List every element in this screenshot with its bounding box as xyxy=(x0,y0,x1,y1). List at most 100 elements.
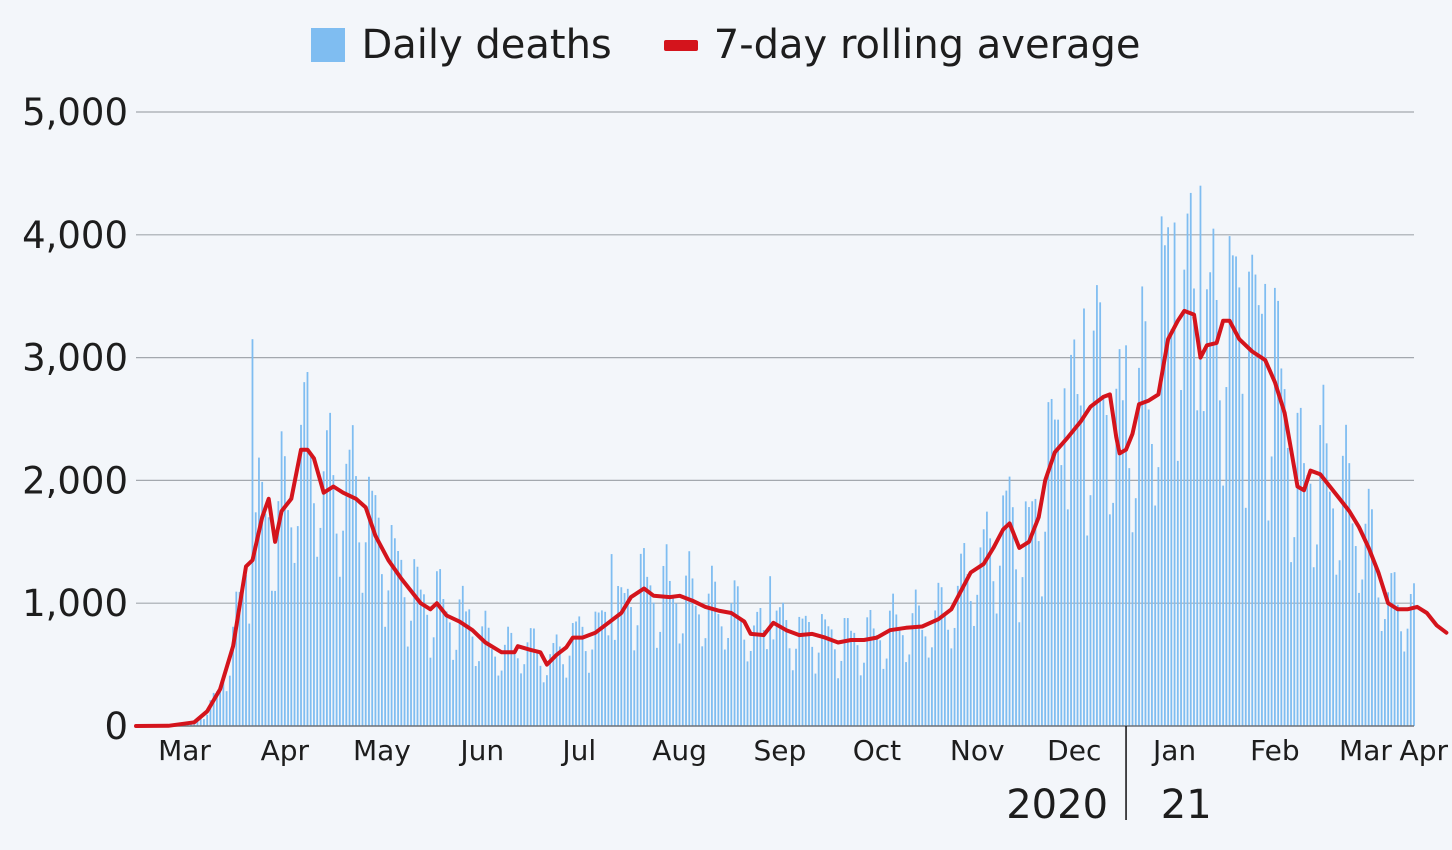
daily-death-bar xyxy=(1144,321,1147,726)
daily-death-bar xyxy=(348,449,351,726)
x-tick-label: Sep xyxy=(753,734,806,767)
daily-death-bar xyxy=(707,593,710,726)
daily-death-bar xyxy=(384,626,387,726)
daily-death-bar xyxy=(322,471,325,726)
daily-death-bar xyxy=(1383,619,1386,726)
daily-death-bar xyxy=(1238,287,1241,726)
daily-death-bar xyxy=(500,670,503,726)
daily-death-bar xyxy=(461,585,464,726)
daily-death-bar xyxy=(668,580,671,726)
daily-death-bar xyxy=(1328,491,1331,726)
daily-death-bar xyxy=(468,609,471,726)
daily-death-bar xyxy=(908,654,911,726)
daily-death-bar xyxy=(313,503,315,726)
daily-death-bar xyxy=(364,542,367,726)
daily-death-bar xyxy=(740,619,742,726)
daily-death-bar xyxy=(1131,532,1134,726)
daily-death-bar xyxy=(1180,390,1182,726)
legend-item-daily-deaths[interactable]: Daily deaths xyxy=(311,22,612,68)
daily-death-bar xyxy=(1125,345,1127,726)
daily-death-bar xyxy=(591,649,594,726)
daily-death-bar xyxy=(817,652,820,726)
daily-death-bar xyxy=(1367,488,1370,726)
daily-death-bar xyxy=(503,644,506,726)
daily-death-bar xyxy=(882,668,885,726)
daily-death-bar xyxy=(1364,523,1367,726)
daily-death-bar xyxy=(633,650,636,726)
daily-death-bar xyxy=(290,527,293,726)
daily-death-bar xyxy=(261,481,264,726)
daily-death-bar xyxy=(727,637,729,726)
daily-death-bar xyxy=(681,633,684,726)
daily-death-bar xyxy=(248,623,251,726)
daily-death-bar xyxy=(423,594,425,726)
daily-death-bar xyxy=(387,590,390,726)
daily-death-bar xyxy=(1066,509,1069,726)
daily-death-bar xyxy=(1390,573,1393,726)
daily-death-bar xyxy=(1212,228,1215,726)
daily-death-bar xyxy=(1406,628,1409,726)
daily-death-bar xyxy=(397,551,399,726)
daily-death-bar xyxy=(675,603,678,726)
daily-death-bar xyxy=(513,653,516,726)
daily-death-bar xyxy=(1170,329,1173,726)
daily-death-bar xyxy=(934,610,937,726)
daily-death-bar xyxy=(688,551,691,726)
daily-death-bar xyxy=(520,673,522,726)
daily-death-bar xyxy=(1008,476,1011,726)
legend-item-rolling-average[interactable]: 7-day rolling average xyxy=(663,22,1141,68)
daily-death-bar xyxy=(607,635,610,726)
rolling-average-layer xyxy=(134,308,1449,728)
daily-death-bar xyxy=(665,544,668,726)
daily-death-bar xyxy=(636,625,639,726)
daily-death-bar xyxy=(1050,398,1053,726)
daily-death-bar xyxy=(1034,498,1037,726)
daily-death-bar xyxy=(1322,384,1325,726)
daily-death-bar xyxy=(601,610,603,726)
daily-death-bar xyxy=(536,649,539,726)
daily-death-bar xyxy=(196,718,199,726)
daily-death-bar xyxy=(549,654,552,726)
daily-death-bar xyxy=(1225,387,1228,726)
x-tick-label: Jul xyxy=(560,734,596,767)
daily-death-bar xyxy=(1325,443,1328,726)
daily-death-bar xyxy=(1196,410,1199,726)
daily-death-bar xyxy=(277,501,280,726)
daily-death-bar xyxy=(1290,562,1292,726)
daily-death-bar xyxy=(1128,468,1131,726)
daily-death-bar xyxy=(568,655,571,726)
daily-death-bar xyxy=(746,661,749,726)
daily-death-bar xyxy=(1015,569,1017,726)
daily-death-bar xyxy=(931,647,933,726)
daily-death-bar xyxy=(701,646,704,726)
daily-death-bar xyxy=(927,657,930,726)
daily-death-bar xyxy=(976,594,979,726)
daily-death-bar xyxy=(406,646,409,726)
daily-death-bar xyxy=(1393,572,1396,726)
daily-death-bar xyxy=(416,566,419,726)
daily-death-bar xyxy=(711,565,713,726)
daily-death-bar xyxy=(458,599,461,726)
daily-death-bar xyxy=(1306,475,1309,726)
daily-death-bar xyxy=(1319,425,1322,726)
daily-death-bar xyxy=(973,625,975,726)
daily-death-bar xyxy=(811,646,814,726)
daily-death-bar xyxy=(798,616,801,726)
daily-death-bar xyxy=(998,565,1001,726)
daily-death-bar xyxy=(659,631,662,726)
daily-death-bar xyxy=(267,517,270,726)
daily-death-bar xyxy=(876,635,878,726)
daily-death-bar xyxy=(714,581,717,726)
daily-death-bar xyxy=(1251,254,1254,726)
daily-death-bar xyxy=(892,593,894,726)
daily-death-bar xyxy=(824,619,827,726)
daily-death-bar xyxy=(1316,544,1318,726)
daily-death-bar xyxy=(1073,339,1076,726)
daily-death-bar xyxy=(1183,269,1186,726)
daily-death-bar xyxy=(1086,535,1089,726)
daily-death-bar xyxy=(1157,467,1160,726)
daily-death-bar xyxy=(410,620,412,726)
daily-death-bar xyxy=(562,664,564,726)
daily-death-bar xyxy=(1134,498,1137,726)
daily-death-bar xyxy=(694,605,697,726)
